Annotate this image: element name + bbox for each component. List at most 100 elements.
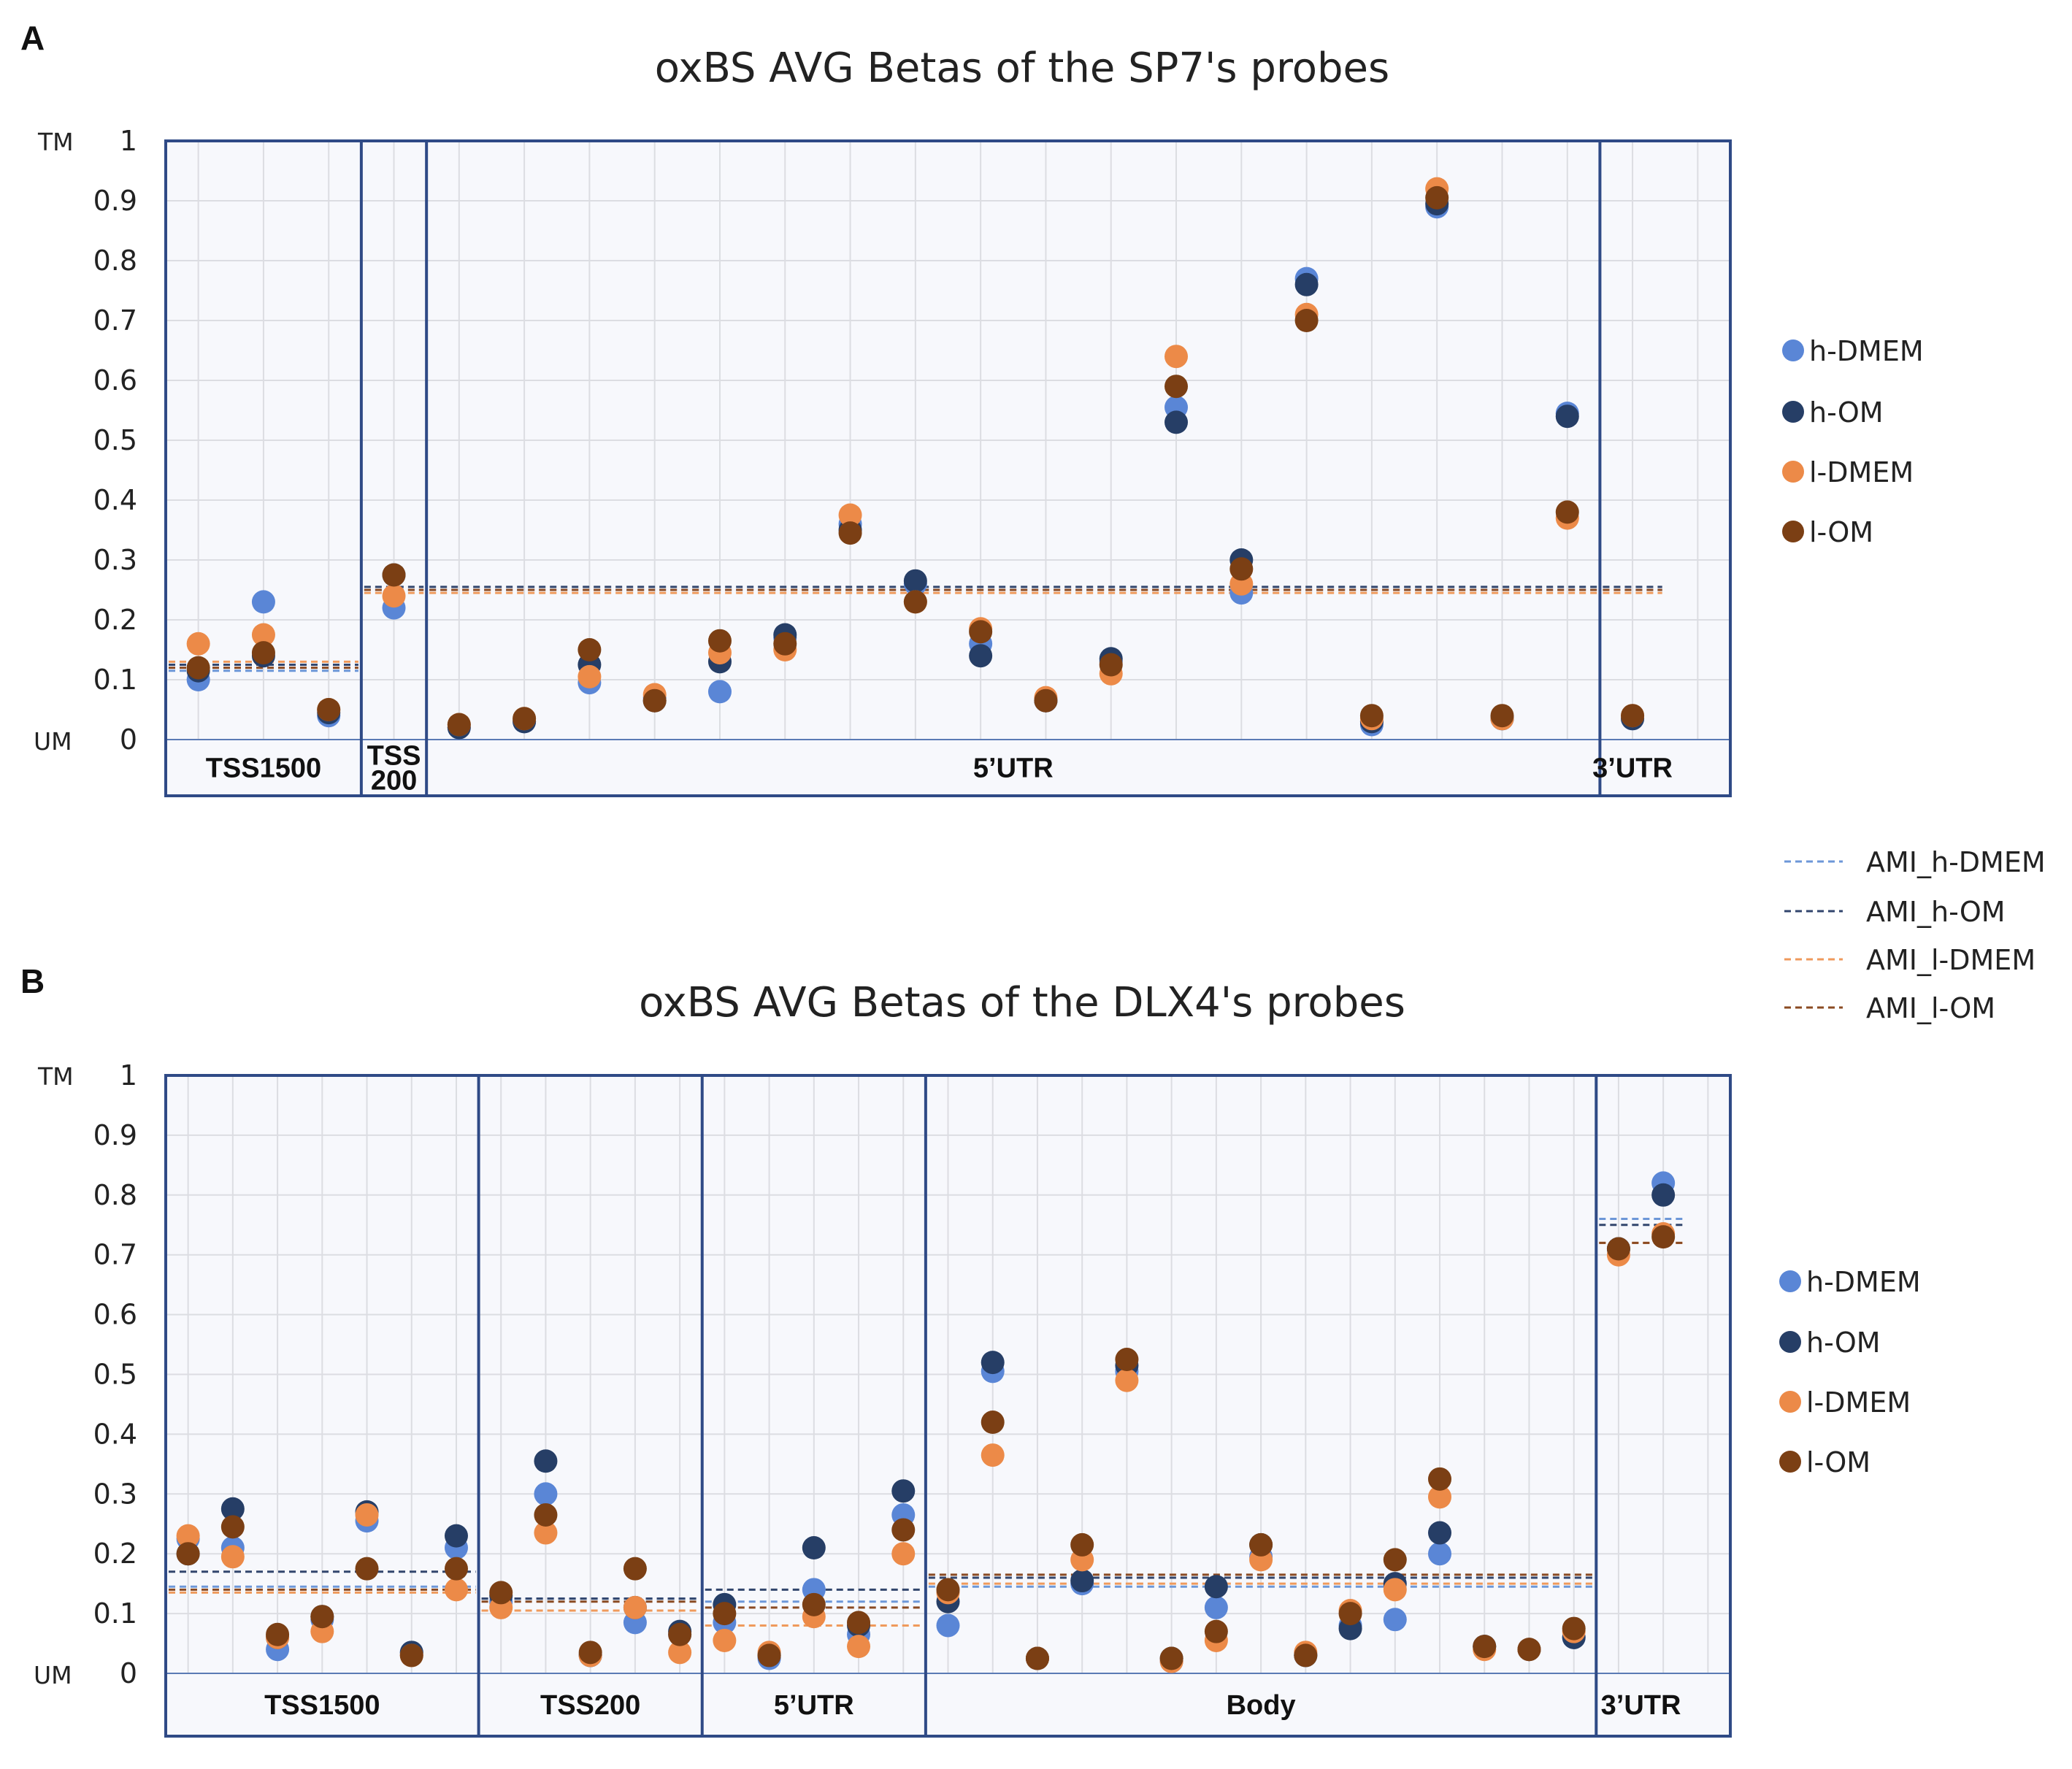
chart-b-point-l-om-10 (578, 1641, 602, 1665)
chart-b-point-l-om-18 (936, 1578, 960, 1602)
chart-b-point-h-om-21 (1070, 1569, 1094, 1593)
chart-b-point-l-dmem-7 (444, 1578, 468, 1602)
legend-b-label-h-om: h-OM (1806, 1327, 1881, 1359)
chart-a-point-l-om-3 (317, 698, 341, 721)
legend-ami-label-l-om: AMI_l-OM (1866, 992, 1995, 1024)
chart-b-region-label-1-line-0: TSS200 (540, 1690, 640, 1721)
chart-b-region-label-4: 3’UTR (1601, 1690, 1681, 1721)
chart-a-ytick-0: 0 (120, 724, 137, 756)
chart-b-point-h-om-9 (534, 1449, 558, 1473)
chart-b-point-l-om-15 (802, 1592, 826, 1616)
chart-b-title: oxBS AVG Betas of the DLX4's probes (639, 979, 1405, 1027)
chart-b-ytick-6: 0.6 (93, 1299, 137, 1331)
chart-a-region-label-0-line-0: TSS1500 (206, 753, 321, 784)
chart-b-region-label-0: TSS1500 (264, 1690, 380, 1721)
chart-b-point-h-dmem-29 (1428, 1542, 1452, 1566)
chart-b-point-l-om-6 (399, 1643, 423, 1668)
chart-b-ytick-9: 0.9 (93, 1119, 137, 1151)
legend-a: h-DMEM h-OM l-DMEM l-OM (1782, 335, 1924, 548)
chart-a-region-label-3-line-0: 3’UTR (1592, 753, 1673, 784)
chart-b-point-l-om-9 (534, 1503, 558, 1527)
chart-b-ytick-7: 0.7 (93, 1239, 137, 1271)
chart-a-point-l-dmem-11 (838, 503, 862, 527)
chart-b-point-l-om-32 (1562, 1616, 1586, 1641)
chart-b-y-top-label: TM (37, 1062, 74, 1091)
chart-b-point-l-om-3 (266, 1622, 290, 1646)
chart-b-region-label-4-line-0: 3’UTR (1601, 1690, 1681, 1721)
chart-a-region-label-2-line-0: 5’UTR (973, 753, 1054, 784)
legend-b-label-l-om: l-OM (1806, 1446, 1870, 1478)
chart-b-point-l-om-16 (847, 1611, 871, 1635)
chart-b-point-l-om-33 (1606, 1237, 1630, 1261)
chart-a-y-top-label: TM (37, 128, 74, 156)
chart-a-region-label-2: 5’UTR (973, 753, 1054, 784)
chart-a-ytick-6: 0.6 (93, 364, 137, 396)
chart-b-ytick-3: 0.3 (93, 1478, 137, 1510)
chart-b-point-h-dmem-28 (1383, 1608, 1407, 1632)
chart-a-ytick-2: 0.2 (93, 604, 137, 636)
legend-a-marker-l-dmem (1782, 461, 1804, 483)
chart-a-ytick-3: 0.3 (93, 544, 137, 576)
chart-b-point-l-om-24 (1204, 1619, 1228, 1643)
chart-b-point-l-om-20 (1025, 1646, 1049, 1670)
chart-b-point-l-om-1 (176, 1542, 200, 1566)
chart-b-point-h-om-34 (1651, 1183, 1676, 1207)
legend-a-marker-h-dmem (1782, 339, 1804, 361)
chart-b-frame (164, 1074, 1732, 1738)
legend-ami: AMI_h-DMEM AMI_h-OM AMI_l-DMEM AMI_l-OM (1784, 846, 2046, 1024)
legend-ami-label-l-dmem: AMI_l-DMEM (1866, 944, 2035, 976)
chart-b-point-l-om-27 (1338, 1602, 1362, 1626)
chart-b-region-label-3-line-0: Body (1227, 1690, 1296, 1721)
chart-b-point-l-om-29 (1428, 1467, 1452, 1491)
chart-a-y-bottom-label: UM (34, 727, 72, 756)
legend-b-label-h-dmem: h-DMEM (1806, 1266, 1921, 1298)
chart-b-point-l-dmem-17 (891, 1542, 916, 1566)
chart-b-point-l-om-26 (1294, 1643, 1318, 1668)
chart-a-point-l-om-22 (1555, 500, 1579, 524)
chart-a-point-l-om-2 (251, 641, 275, 665)
legend-b-marker-l-om (1779, 1451, 1801, 1473)
chart-a-point-l-om-13 (969, 620, 993, 644)
chart-b-point-l-om-11 (623, 1557, 647, 1581)
chart-a-point-l-dmem-2 (251, 623, 275, 647)
chart-a-plot-area (166, 141, 1730, 796)
chart-b-point-l-dmem-22 (1115, 1368, 1139, 1392)
chart-b-point-h-dmem-24 (1204, 1595, 1228, 1619)
chart-a-point-l-om-1 (186, 656, 210, 680)
chart-b-point-h-om-7 (444, 1524, 468, 1548)
chart-b-point-h-om-2 (220, 1497, 245, 1521)
chart-b-point-l-om-21 (1070, 1532, 1094, 1557)
chart-a-point-l-om-11 (838, 521, 862, 545)
chart-b-point-l-dmem-5 (355, 1503, 379, 1527)
chart-a-point-h-om-18 (1294, 272, 1319, 296)
chart-b-point-l-om-4 (310, 1605, 334, 1629)
chart-b-point-h-om-15 (802, 1536, 826, 1560)
chart-a-point-l-om-21 (1490, 704, 1514, 728)
chart-b-point-l-dmem-12 (668, 1641, 692, 1665)
chart-b-ytick-2: 0.2 (93, 1538, 137, 1570)
chart-b-point-l-om-8 (489, 1581, 513, 1605)
chart-b-point-l-om-2 (220, 1515, 245, 1539)
chart-a-region-label-3: 3’UTR (1592, 753, 1673, 784)
chart-b-point-h-om-24 (1204, 1575, 1228, 1599)
chart-a-point-h-om-16 (1164, 410, 1189, 434)
chart-a-point-h-dmem-9 (707, 680, 732, 704)
chart-b-point-l-dmem-1 (176, 1524, 200, 1548)
chart-a-point-l-om-18 (1294, 309, 1319, 332)
chart-b-ytick-0: 0 (120, 1657, 137, 1689)
chart-a-point-l-om-8 (642, 688, 667, 713)
legend-b: h-DMEM h-OM l-DMEM l-OM (1779, 1266, 1921, 1478)
chart-a-point-h-dmem-2 (251, 590, 275, 614)
legend-a-marker-h-om (1782, 401, 1804, 423)
chart-a-ytick-7: 0.7 (93, 304, 137, 337)
chart-a-point-h-om-13 (969, 644, 993, 668)
legend-b-label-l-dmem: l-DMEM (1806, 1386, 1911, 1419)
chart-b-ytick-4: 0.4 (93, 1418, 137, 1450)
chart-a-point-l-om-19 (1359, 704, 1384, 728)
legend-ami-label-h-dmem: AMI_h-DMEM (1866, 846, 2046, 878)
legend-b-marker-h-dmem (1779, 1270, 1801, 1292)
chart-b-point-h-om-19 (981, 1351, 1005, 1375)
chart-a-point-h-om-12 (903, 569, 927, 593)
chart-b-ytick-1: 0.1 (93, 1597, 137, 1630)
chart-b-region-label-2: 5’UTR (774, 1690, 854, 1721)
